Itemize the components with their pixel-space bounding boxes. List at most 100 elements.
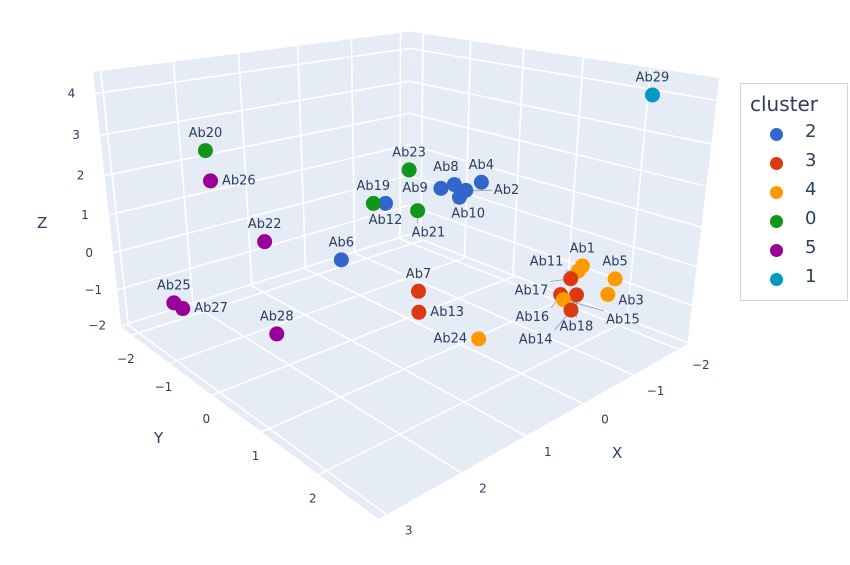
data-point-Ab23[interactable]: [401, 162, 417, 178]
z-tick-label: 0: [85, 246, 93, 260]
point-marker[interactable]: [446, 177, 462, 193]
point-marker[interactable]: [471, 331, 487, 347]
data-point-Ab24[interactable]: [471, 331, 487, 347]
y-tick-label: 2: [309, 492, 317, 506]
gridline-y-wall: [625, 67, 652, 321]
y-tick-label: −1: [155, 380, 173, 394]
legend-item-cluster-0[interactable]: 0: [741, 207, 847, 235]
data-point-Ab13[interactable]: [411, 304, 427, 320]
gridline-z-left: [108, 143, 410, 216]
z-tick-label: −2: [88, 319, 106, 333]
gridline-y-floor: [169, 257, 465, 364]
data-point-Ab29[interactable]: [644, 87, 660, 103]
point-marker[interactable]: [563, 302, 579, 318]
data-point-Ab18[interactable]: [568, 287, 584, 303]
gridline-x-wall: [350, 39, 356, 254]
point-label-Ab26: Ab26: [222, 173, 256, 188]
point-label-Ab3: Ab3: [618, 293, 643, 308]
x-tick-label: 0: [601, 413, 609, 427]
point-label-Ab8: Ab8: [433, 160, 458, 175]
point-marker[interactable]: [175, 301, 191, 317]
legend-label: 4: [805, 179, 817, 200]
point-marker[interactable]: [378, 195, 394, 211]
gridline-y-floor: [318, 320, 628, 476]
point-marker[interactable]: [607, 271, 623, 287]
legend-marker-icon: [770, 215, 783, 228]
point-label-Ab9: Ab9: [402, 181, 427, 196]
point-marker[interactable]: [451, 189, 467, 205]
data-point-Ab9[interactable]: [433, 180, 449, 196]
point-marker[interactable]: [473, 174, 489, 190]
axis-tick-labels: −2 −1 0 1 2 3 −2 −1 0 1 2 −2 −1 0 1 2 3 4: [68, 86, 710, 537]
gridline-z-right: [409, 47, 717, 102]
x-axis-title: X: [612, 444, 622, 462]
data-point-Ab14[interactable]: [563, 302, 579, 318]
legend-label: 0: [805, 208, 817, 229]
data-point-Ab7[interactable]: [411, 283, 427, 299]
point-marker[interactable]: [644, 87, 660, 103]
legend-marker-icon: [770, 244, 783, 257]
data-point-Ab20[interactable]: [197, 143, 213, 159]
data-point-Ab8[interactable]: [451, 189, 467, 205]
point-label-Ab17: Ab17: [515, 283, 549, 298]
data-point-Ab26[interactable]: [203, 173, 219, 189]
point-marker[interactable]: [410, 203, 426, 219]
point-marker[interactable]: [411, 283, 427, 299]
z-tick-label: 2: [77, 169, 85, 183]
point-marker[interactable]: [401, 162, 417, 178]
y-axis-title: Y: [153, 429, 164, 447]
point-marker[interactable]: [433, 180, 449, 196]
point-marker[interactable]: [203, 173, 219, 189]
point-marker[interactable]: [600, 286, 616, 302]
point-label-Ab10: Ab10: [451, 207, 485, 222]
data-point-Ab4[interactable]: [473, 174, 489, 190]
data-point-Ab15[interactable]: [555, 292, 571, 308]
data-point-Ab17[interactable]: [563, 271, 579, 287]
gridline-x-floor: [354, 252, 634, 376]
data-point-Ab10[interactable]: [446, 177, 462, 193]
legend-marker-icon: [770, 273, 783, 286]
point-marker[interactable]: [555, 292, 571, 308]
legend-item-cluster-5[interactable]: 5: [741, 236, 847, 264]
data-point-Ab27[interactable]: [175, 301, 191, 317]
point-marker[interactable]: [269, 326, 285, 342]
legend-item-cluster-3[interactable]: 3: [741, 149, 847, 177]
point-marker[interactable]: [563, 271, 579, 287]
data-point-Ab3[interactable]: [600, 286, 616, 302]
point-marker[interactable]: [333, 252, 349, 268]
gridline-x-wall: [100, 71, 130, 326]
point-marker[interactable]: [257, 234, 273, 250]
z-tick-label: 3: [72, 128, 80, 142]
data-point-Ab5[interactable]: [607, 271, 623, 287]
legend-label: 1: [805, 266, 817, 287]
point-label-Ab27: Ab27: [194, 301, 228, 316]
data-point-Ab21[interactable]: [410, 203, 426, 219]
gridline-z-left: [95, 47, 410, 95]
gridline-z-right: [409, 80, 712, 145]
legend-label: 5: [805, 237, 817, 258]
data-point-Ab12[interactable]: [378, 195, 394, 211]
data-point-Ab22[interactable]: [257, 234, 273, 250]
legend-item-cluster-2[interactable]: 2: [741, 120, 847, 148]
point-label-Ab20: Ab20: [189, 126, 223, 141]
gridline-x-wall: [237, 53, 253, 286]
data-point-Ab28[interactable]: [269, 326, 285, 342]
legend: cluster 2 3 4 0 5 1: [740, 83, 848, 301]
data-point-Ab6[interactable]: [333, 252, 349, 268]
point-label-Ab25: Ab25: [157, 278, 191, 293]
point-marker[interactable]: [411, 304, 427, 320]
legend-item-cluster-4[interactable]: 4: [741, 178, 847, 206]
gridline-z-left: [121, 233, 409, 327]
point-marker[interactable]: [365, 195, 381, 211]
gridline-x-wall: [172, 61, 194, 305]
data-point-Ab19[interactable]: [365, 195, 381, 211]
point-marker[interactable]: [197, 143, 213, 159]
y-tick-label: 0: [202, 412, 210, 426]
gridline-y-wall: [463, 40, 472, 258]
legend-marker-icon: [770, 128, 783, 141]
point-label-Ab16: Ab16: [516, 310, 550, 325]
legend-item-cluster-1[interactable]: 1: [741, 265, 847, 293]
z-tick-label: 1: [81, 208, 89, 222]
point-marker[interactable]: [568, 287, 584, 303]
